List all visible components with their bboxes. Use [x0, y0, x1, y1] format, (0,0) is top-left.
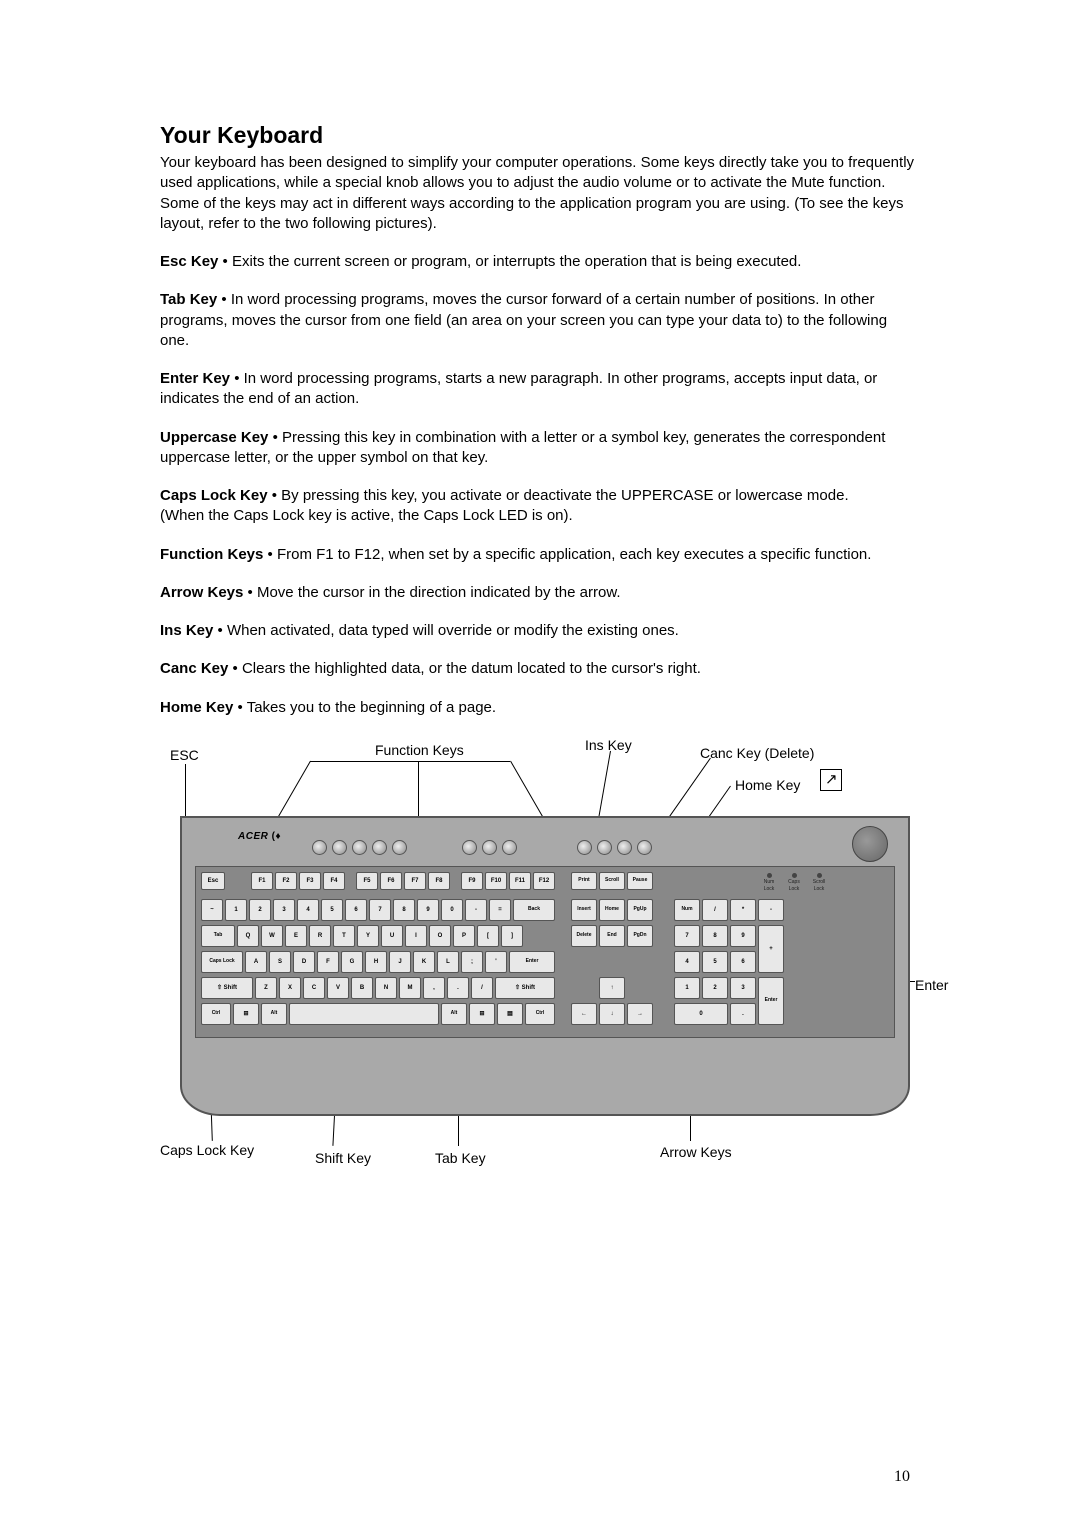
intro-1: Your keyboard has been designed to simpl…: [160, 154, 914, 191]
cursor-icon: ↖: [820, 769, 842, 791]
led-num: Num Lock: [761, 873, 777, 893]
callout-home: Home Key: [735, 776, 800, 795]
key-name-canc: Canc Key: [160, 660, 228, 677]
page-number: 10: [894, 1466, 910, 1488]
key-name-enter: Enter Key: [160, 370, 230, 387]
intro-2: Some of the keys may act in different wa…: [160, 195, 903, 232]
key-name-function: Function Keys: [160, 546, 263, 563]
key-desc-home: Home Key • Takes you to the beginning of…: [160, 698, 920, 718]
key-name-esc: Esc Key: [160, 253, 218, 270]
capslock-extra: (When the Caps Lock key is active, the C…: [160, 507, 573, 524]
key-desc-function: Function Keys • From F1 to F12, when set…: [160, 545, 920, 565]
led-scroll: Scroll Lock: [811, 873, 827, 893]
callout-enter: Enter: [915, 976, 948, 995]
keyboard-body: ACER (♦ Num Lock Caps Lock Scroll Lock E…: [180, 816, 910, 1116]
key-desc-enter: Enter Key • In word processing programs,…: [160, 369, 920, 410]
callout-shift: Shift Key: [315, 1149, 371, 1168]
key-desc-arrows: Arrow Keys • Move the cursor in the dire…: [160, 583, 920, 603]
key-desc-uppercase: Uppercase Key • Pressing this key in com…: [160, 428, 920, 469]
key-desc-ins: Ins Key • When activated, data typed wil…: [160, 621, 920, 641]
keys-area: Num Lock Caps Lock Scroll Lock Esc F1 F2…: [195, 866, 895, 1038]
key-name-tab: Tab Key: [160, 291, 217, 308]
brand-label: ACER (♦: [238, 830, 281, 844]
key-desc-capslock: Caps Lock Key • By pressing this key, yo…: [160, 486, 920, 527]
key-name-uppercase: Uppercase Key: [160, 429, 268, 446]
callout-tab: Tab Key: [435, 1149, 486, 1168]
keyboard-diagram: ESC Function Keys Ins Key Canc Key (Dele…: [160, 736, 930, 1166]
volume-knob: [852, 826, 888, 862]
key-name-arrows: Arrow Keys: [160, 584, 243, 601]
key-desc-esc: Esc Key • Exits the current screen or pr…: [160, 252, 920, 272]
page-title: Your Keyboard: [160, 120, 920, 151]
callout-capslock: Caps Lock Key: [160, 1141, 254, 1160]
callout-function: Function Keys: [375, 741, 464, 760]
intro-paragraph: Your keyboard has been designed to simpl…: [160, 153, 920, 234]
led-caps: Caps Lock: [786, 873, 802, 893]
key-name-home: Home Key: [160, 699, 233, 716]
callout-esc: ESC: [170, 746, 199, 765]
callout-arrows: Arrow Keys: [660, 1143, 732, 1162]
callout-ins: Ins Key: [585, 736, 632, 755]
callout-canc: Canc Key (Delete): [700, 744, 814, 763]
key-desc-canc: Canc Key • Clears the highlighted data, …: [160, 659, 920, 679]
key-name-capslock: Caps Lock Key: [160, 487, 268, 504]
key-name-ins: Ins Key: [160, 622, 213, 639]
key-desc-tab: Tab Key • In word processing programs, m…: [160, 290, 920, 351]
